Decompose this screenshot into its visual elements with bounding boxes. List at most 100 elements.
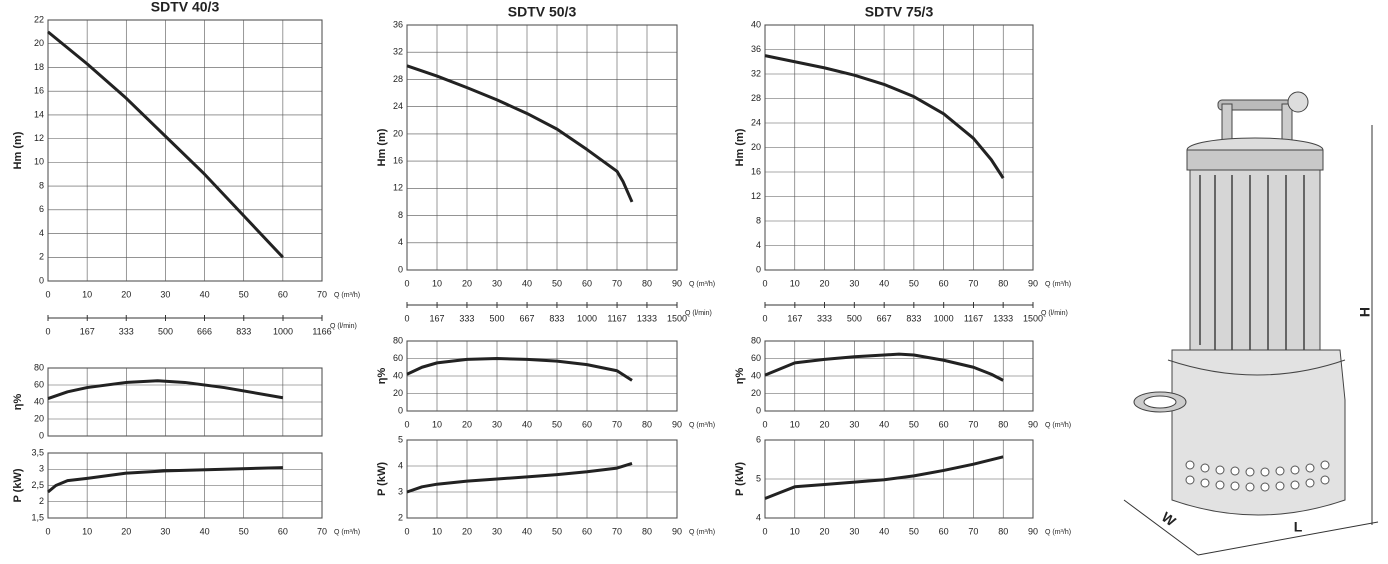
x2-tick-label: 1333 (993, 313, 1013, 323)
x-tick-label: 10 (82, 526, 92, 536)
x2-tick-label: 667 (877, 313, 892, 323)
x-tick-label: 40 (200, 526, 210, 536)
y-tick-label: 2 (398, 512, 403, 522)
x-tick-label: 10 (790, 526, 800, 536)
x-tick-label: 10 (790, 278, 800, 288)
x2-tick-label: 500 (158, 326, 173, 336)
x2-tick-label: 833 (549, 313, 564, 323)
x-tick-label: 60 (582, 526, 592, 536)
x-tick-label: 80 (998, 278, 1008, 288)
x2-tick-label: 833 (236, 326, 251, 336)
x-tick-label: 0 (45, 289, 50, 299)
x2-tick-label: 333 (459, 313, 474, 323)
y-tick-label: 32 (751, 68, 761, 78)
y-tick-label: 16 (34, 86, 44, 96)
x2-tick-label: 1500 (667, 313, 687, 323)
y-tick-label: 10 (34, 157, 44, 167)
x-tick-label: 10 (790, 419, 800, 429)
x2-tick-label: 333 (817, 313, 832, 323)
x-tick-label: 0 (762, 278, 767, 288)
x2-tick-label: 500 (489, 313, 504, 323)
x-tick-label: 30 (849, 419, 859, 429)
y-tick-label: 40 (393, 370, 403, 380)
pump-illustration: H W L (1123, 91, 1379, 556)
x-tick-label: 50 (552, 278, 562, 288)
x-axis-label: Q (m³/h) (334, 292, 360, 299)
y-tick-label: 16 (393, 155, 403, 165)
y-tick-label: 12 (34, 133, 44, 143)
y-tick-label: 60 (393, 353, 403, 363)
x2-tick-label: 167 (787, 313, 802, 323)
x-tick-label: 40 (522, 278, 532, 288)
x-tick-label: 70 (612, 526, 622, 536)
x2-tick-label: 1167 (964, 313, 983, 323)
x-tick-label: 70 (612, 419, 622, 429)
plot-area (47, 19, 323, 282)
x2-tick-label: 0 (45, 326, 50, 336)
y-tick-label: 0 (756, 264, 761, 274)
x2-tick-label: 1000 (273, 326, 293, 336)
y-tick-label: 40 (751, 370, 761, 380)
curve (406, 64, 634, 203)
y-tick-label: 12 (393, 183, 403, 193)
curve (764, 54, 1005, 179)
x2-tick-label: 1166 (312, 326, 331, 336)
x-tick-label: 80 (998, 526, 1008, 536)
y-tick-label: 5 (756, 473, 761, 483)
x-tick-label: 20 (462, 526, 472, 536)
y-tick-label: 5 (398, 434, 403, 444)
y-tick-label: 4 (756, 512, 761, 522)
x-tick-label: 30 (160, 289, 170, 299)
x-tick-label: 50 (909, 526, 919, 536)
y-tick-label: 8 (39, 180, 44, 190)
x-tick-label: 30 (492, 526, 502, 536)
y-tick-label: 4 (39, 228, 44, 238)
x-tick-label: 50 (909, 419, 919, 429)
x2-tick-label: 167 (430, 313, 445, 323)
x2-tick-label: 666 (197, 326, 212, 336)
x-tick-label: 90 (1028, 526, 1038, 536)
y-tick-label: 20 (751, 388, 761, 398)
curve (47, 466, 283, 494)
y-tick-label: 4 (398, 237, 403, 247)
x-tick-label: 20 (462, 278, 472, 288)
y-axis-label: η% (12, 394, 24, 411)
chart-panel: 0 10 20 30 40 50 60 70 80 90 0 20 40 60 80 η% Q (m³/h) (734, 335, 1071, 429)
y-tick-label: 36 (393, 19, 403, 29)
y-tick-label: 24 (393, 101, 403, 111)
x-tick-label: 40 (522, 419, 532, 429)
y-axis-label: η% (376, 368, 388, 385)
x-tick-label: 40 (200, 289, 210, 299)
x-tick-label: 80 (998, 419, 1008, 429)
y-tick-label: 28 (751, 93, 761, 103)
x-axis-label: Q (m³/h) (1045, 281, 1071, 288)
curve (47, 30, 284, 259)
x-tick-label: 70 (968, 526, 978, 536)
x-tick-label: 90 (672, 419, 682, 429)
x2-axis-label: Q (l/min) (330, 323, 357, 330)
y-axis-label: P (kW) (734, 462, 746, 496)
y-tick-label: 0 (398, 405, 403, 415)
y-tick-label: 6 (756, 434, 761, 444)
x-tick-label: 20 (820, 526, 830, 536)
y-tick-label: 22 (34, 14, 44, 24)
y-axis-label: Hm (m) (376, 128, 388, 166)
y-tick-label: 0 (39, 430, 44, 440)
y-tick-label: 12 (751, 191, 761, 201)
x-tick-label: 10 (432, 526, 442, 536)
x-tick-label: 60 (939, 526, 949, 536)
y-tick-label: 80 (751, 335, 761, 345)
x-axis-label: Q (m³/h) (689, 281, 715, 288)
x2-tick-label: 333 (119, 326, 134, 336)
y-tick-label: 3,5 (31, 447, 44, 457)
y-tick-label: 14 (34, 109, 44, 119)
x-tick-label: 90 (672, 278, 682, 288)
x2-tick-label: 167 (80, 326, 95, 336)
x2-tick-label: 0 (404, 313, 409, 323)
y-axis-label: P (kW) (12, 468, 24, 502)
chart-panel: SDTV 40/3 0 10 20 30 40 50 60 70 0 2 4 6 8 10 12 14 16 18 2… (12, 0, 360, 336)
x2-axis-label: Q (l/min) (685, 310, 712, 317)
x-tick-label: 10 (432, 419, 442, 429)
x-tick-label: 0 (404, 526, 409, 536)
